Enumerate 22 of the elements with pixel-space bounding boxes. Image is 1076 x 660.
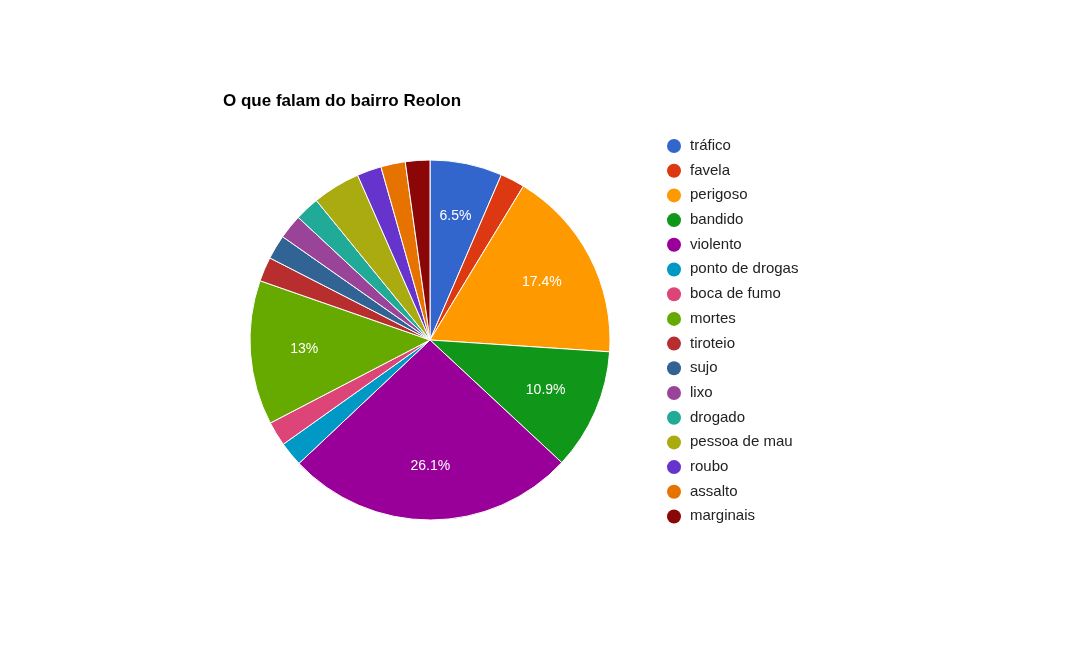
legend-label: tiroteio	[690, 333, 736, 351]
legend-label: boca de fumo	[690, 284, 781, 302]
legend-label: violento	[690, 234, 742, 252]
data-label: 10.9%	[525, 380, 566, 397]
data-label: 26.1%	[410, 456, 451, 473]
chart-title: O que falam do bairro Reolon	[223, 91, 462, 110]
data-label: 6.5%	[439, 207, 472, 224]
data-label: 13%	[290, 339, 319, 356]
legend-label: bandido	[690, 210, 744, 228]
legend-label: ponto de drogas	[690, 259, 799, 277]
legend-label: assalto	[690, 481, 738, 499]
legend-label: perigoso	[690, 185, 748, 203]
legend-label: marginais	[690, 506, 756, 524]
data-label: 17.4%	[521, 272, 562, 289]
legend-label: drogado	[690, 407, 746, 425]
legend-label: sujo	[690, 358, 718, 376]
legend-label: favela	[690, 160, 731, 178]
legend-label: pessoa de mau	[690, 432, 793, 450]
legend-label: mortes	[690, 308, 736, 326]
legend-label: lixo	[690, 382, 713, 400]
legend-label: roubo	[690, 457, 729, 475]
legend-label: tráfico	[690, 135, 731, 153]
